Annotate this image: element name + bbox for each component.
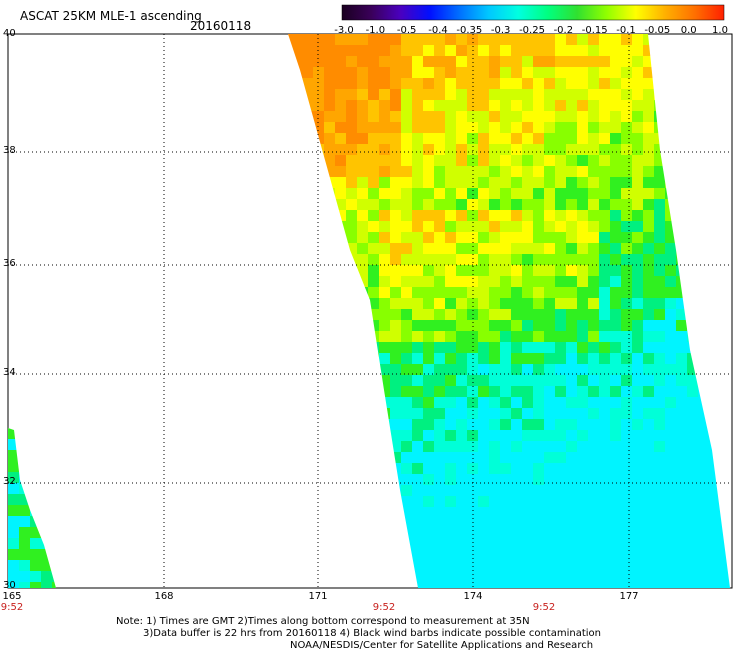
colorbar-label: -0.1 xyxy=(616,25,636,36)
note-line-1: Note: 1) Times are GMT 2)Times along bot… xyxy=(116,616,530,627)
lat-label-40: 40 xyxy=(3,28,16,39)
time-label-2: 9:52 xyxy=(372,602,396,613)
colorbar-label: -0.05 xyxy=(644,25,671,36)
colorbar-label: 0.0 xyxy=(680,25,697,36)
lat-label-32: 32 xyxy=(3,476,16,487)
colorbar-label: -3.0 xyxy=(334,25,354,36)
scatterometer-swath-left xyxy=(8,428,56,588)
lat-label-36: 36 xyxy=(3,258,16,269)
map-title: ASCAT 25KM MLE-1 ascending xyxy=(20,9,202,23)
colorbar-label: 1.0 xyxy=(712,25,728,36)
colorbar-label: -0.25 xyxy=(519,25,545,36)
time-label-3: 9:52 xyxy=(532,602,556,613)
note-line-2: 3)Data buffer is 22 hrs from 20160118 4)… xyxy=(143,628,601,639)
colorbar-label: -0.2 xyxy=(553,25,574,36)
lat-label-38: 38 xyxy=(3,145,16,156)
lon-label-177: 177 xyxy=(619,591,639,602)
gridlines xyxy=(8,34,732,588)
lon-label-174: 174 xyxy=(463,591,483,602)
lat-label-34: 34 xyxy=(3,367,16,378)
lat-label-30: 30 xyxy=(3,580,16,591)
colorbar-label: -0.35 xyxy=(456,25,483,36)
colorbar-label: -0.4 xyxy=(428,25,448,36)
time-label-1: 9:52 xyxy=(0,602,24,613)
scatterometer-swath xyxy=(288,34,730,588)
colorbar-label: -0.5 xyxy=(396,25,417,36)
lon-label-165: 165 xyxy=(2,591,22,602)
note-line-3: NOAA/NESDIS/Center for Satellite Applica… xyxy=(290,640,594,651)
map-date: 20160118 xyxy=(190,19,252,33)
colorbar-label: -0.15 xyxy=(581,25,608,36)
lon-label-171: 171 xyxy=(308,591,328,602)
colorbar-label: -0.3 xyxy=(490,25,511,36)
lon-label-168: 168 xyxy=(154,591,174,602)
colorbar-label: -1.0 xyxy=(365,25,386,36)
colorbar xyxy=(341,4,725,21)
